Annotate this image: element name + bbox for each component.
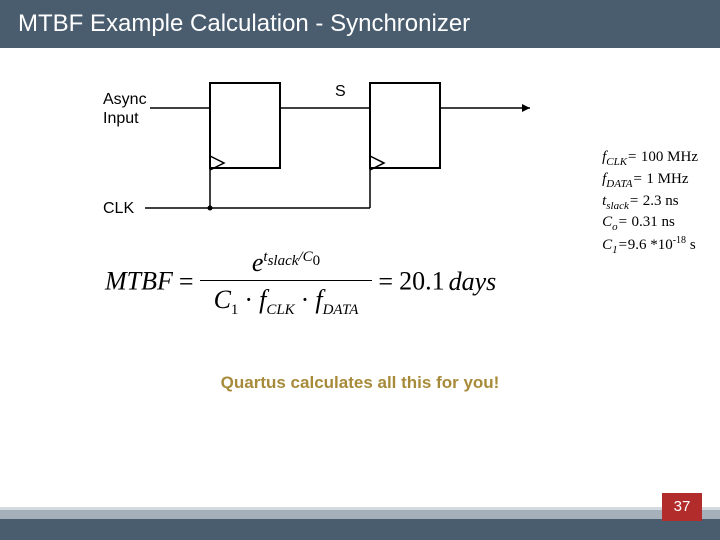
signal-s-label: S [335,83,346,101]
async-input-label: Async Input [103,90,147,128]
param-tslack: tslack= 2.3 ns [602,192,698,214]
footnote-text: Quartus calculates all this for you! [0,373,720,393]
page-number: 37 [662,493,702,521]
slide-footer: 37 [0,504,720,540]
param-c1: C1=9.6 *10-18 s [602,235,698,258]
param-c0: Co= 0.31 ns [602,213,698,235]
clk-label: CLK [103,200,134,218]
synchronizer-diagram [100,78,540,238]
slide-title: MTBF Example Calculation - Synchronizer [0,0,720,48]
param-fdata: fDATA= 1 MHz [602,170,698,192]
param-fclk: fCLK= 100 MHz [602,148,698,170]
parameter-list: fCLK= 100 MHz fDATA= 1 MHz tslack= 2.3 n… [602,148,698,258]
mtbf-formula: MTBF=etslack/C0C1·fCLK·fDATA=20.1days [105,248,496,319]
slide-body: Async Input S CLK fCLK= 100 MHz fDATA= 1… [0,48,720,488]
